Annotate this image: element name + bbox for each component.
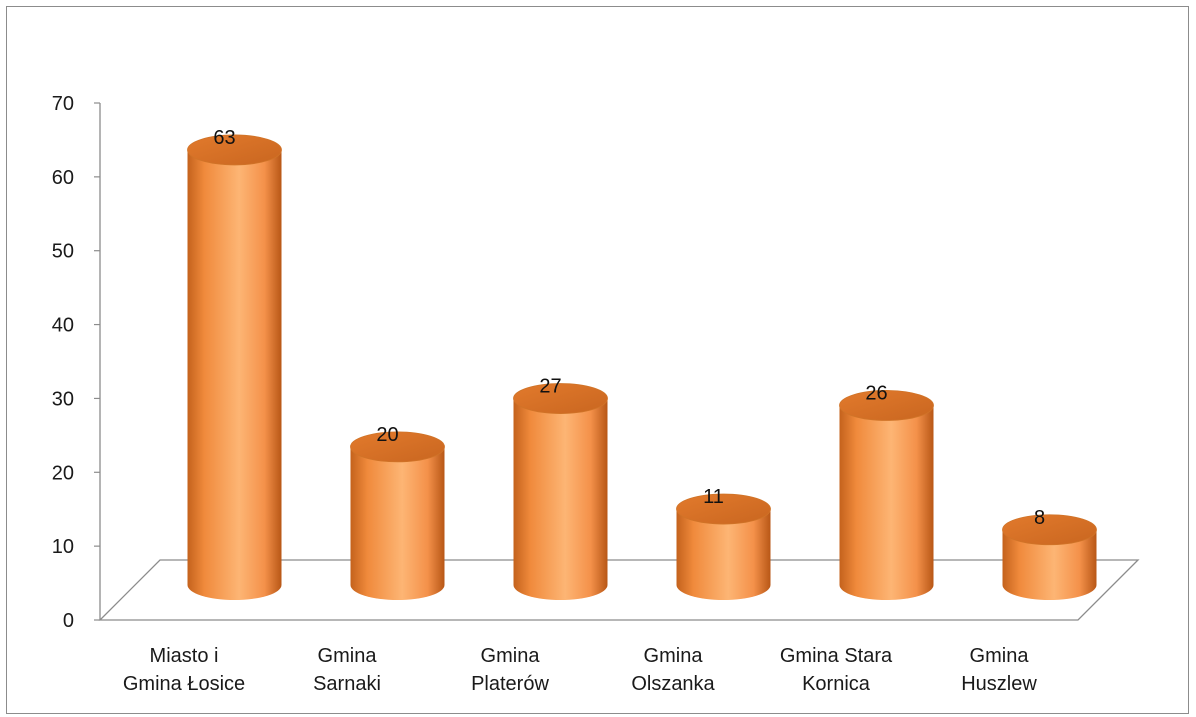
data-label: 20 — [376, 424, 398, 446]
bar-body — [1002, 529, 1097, 601]
x-tick-label: Kornica — [802, 673, 871, 695]
bar — [187, 134, 282, 600]
bar-top — [839, 390, 934, 421]
y-tick-label: 40 — [52, 315, 74, 337]
y-tick-label: 70 — [52, 93, 74, 115]
chart-axes — [98, 103, 1140, 621]
y-axis-ticks: 0 10 20 30 40 50 60 70 — [52, 93, 100, 632]
bar — [513, 383, 608, 601]
data-labels: 63 20 27 11 26 8 — [213, 127, 1045, 529]
bar-top — [676, 493, 771, 525]
x-tick-label: Platerów — [471, 673, 549, 695]
bar-body — [187, 149, 282, 600]
x-tick-label: Gmina — [644, 645, 704, 667]
bar-top — [187, 134, 282, 166]
bar-body — [839, 405, 934, 601]
y-tick-label: 0 — [63, 610, 74, 632]
bar — [350, 431, 445, 600]
bar-body — [676, 509, 771, 600]
x-tick-label: Gmina — [970, 645, 1030, 667]
bar-top — [350, 431, 445, 463]
data-label: 63 — [213, 127, 235, 149]
bar — [839, 390, 934, 601]
y-tick-label: 30 — [52, 388, 74, 410]
x-axis-labels: Miasto i Gmina Łosice Gmina Sarnaki Gmina Pla… — [123, 645, 1037, 695]
x-tick-label: Miasto i — [150, 645, 219, 667]
bars — [187, 134, 1097, 601]
x-tick-label: Sarnaki — [313, 673, 381, 695]
x-tick-label: Olszanka — [631, 673, 715, 695]
y-tick-label: 60 — [52, 167, 74, 189]
y-tick-label: 20 — [52, 462, 74, 484]
bar-top — [1002, 514, 1097, 546]
data-label: 26 — [865, 382, 887, 404]
x-tick-label: Gmina — [481, 645, 541, 667]
bar-top — [513, 383, 608, 414]
data-label: 8 — [1034, 507, 1045, 529]
bar-body — [513, 398, 608, 601]
x-tick-label: Gmina Łosice — [123, 673, 245, 695]
bar — [676, 493, 771, 600]
bar — [1002, 514, 1097, 601]
x-tick-label: Huszlew — [961, 673, 1037, 695]
y-tick-label: 10 — [52, 536, 74, 558]
x-tick-label: Gmina Stara — [780, 645, 893, 667]
bar-body — [350, 446, 445, 600]
data-label: 11 — [703, 486, 724, 508]
data-label: 27 — [539, 376, 561, 398]
floor-plane — [98, 559, 1140, 621]
x-tick-label: Gmina — [318, 645, 378, 667]
y-tick-label: 50 — [52, 241, 74, 263]
